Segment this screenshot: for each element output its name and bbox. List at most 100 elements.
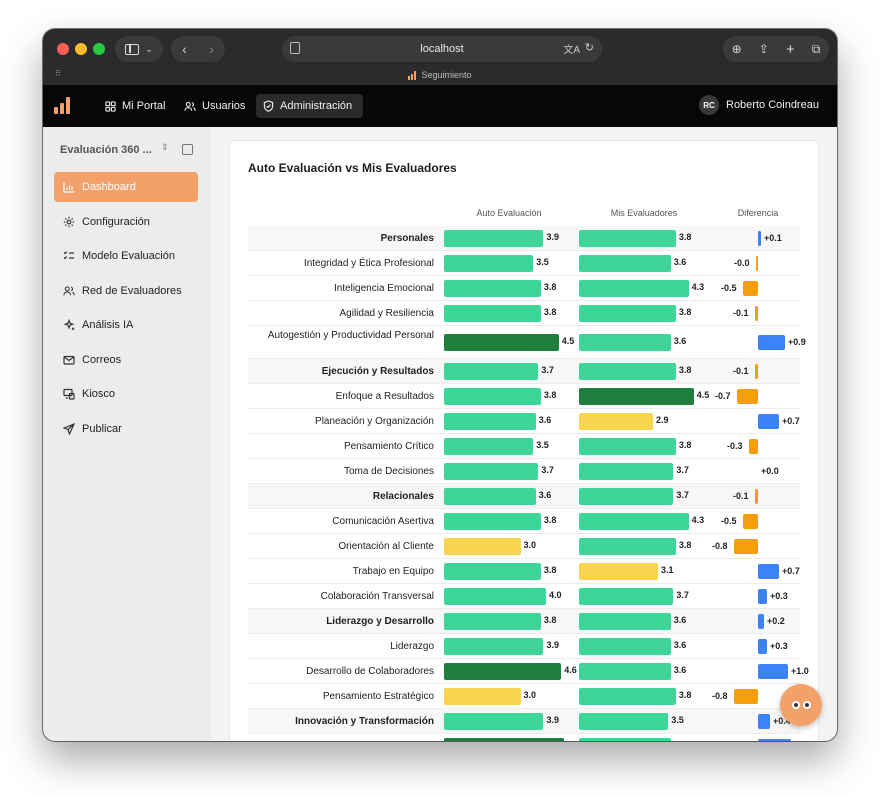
row-label: Colaboración Transversal [320, 591, 434, 602]
mail-icon [63, 355, 75, 365]
close-window-button[interactable] [57, 43, 69, 55]
evaluators-score-bar [579, 513, 689, 530]
self-score-value: 4.7 [567, 740, 580, 741]
self-score-bar [444, 388, 541, 405]
sidebar-item-dashboard[interactable]: Dashboard [54, 172, 198, 202]
chevron-down-icon: ⌄ [145, 43, 153, 54]
table-row: Colaboración Transversal 4.0 3.7 +0.3 [248, 584, 800, 609]
row-label: Comunicación Asertiva [332, 516, 434, 527]
app-logo[interactable] [54, 97, 70, 114]
difference-bar [758, 714, 770, 729]
nav-administracion[interactable]: Administración [256, 94, 363, 118]
difference-value: -0.7 [715, 391, 731, 401]
zoom-window-button[interactable] [93, 43, 105, 55]
evaluators-score-bar [579, 255, 671, 272]
sidebar-item-modelo-evaluacion[interactable]: Modelo Evaluación [54, 241, 198, 271]
nav-administracion-label: Administración [280, 100, 353, 112]
evaluators-score-value: 3.8 [678, 440, 692, 450]
row-label: Orientación al Cliente [338, 541, 434, 552]
collapse-sidebar-icon[interactable] [182, 144, 193, 155]
new-tab-icon[interactable]: + [785, 40, 795, 58]
difference-value: +0.2 [767, 616, 785, 626]
self-score-bar [444, 588, 546, 605]
self-score-value: 3.8 [543, 515, 557, 525]
checklist-icon [63, 251, 74, 260]
tab-grid-icon[interactable]: ⠿ [55, 69, 61, 78]
difference-bar [758, 614, 764, 629]
self-score-value: 3.5 [536, 257, 549, 267]
avatar: RC [699, 95, 719, 115]
translate-icon[interactable]: 文A [563, 45, 580, 56]
row-label: Autogestión y Productividad Personal [267, 330, 434, 341]
difference-bar [758, 664, 788, 679]
chat-assistant-button[interactable] [780, 684, 822, 726]
difference-value: -0.5 [721, 283, 737, 293]
sidebar-toggle-button[interactable]: ⌄ [115, 36, 163, 62]
browser-window: ⌄ ‹ › localhost 文A ↻ ⊕ ⇪ + ⧉ ⠿ Seguimien… [43, 29, 837, 741]
address-bar[interactable]: localhost 文A ↻ [282, 36, 602, 62]
evaluators-score-bar [579, 638, 671, 655]
back-icon[interactable]: ‹ [182, 41, 187, 57]
nav-mi-portal[interactable]: Mi Portal [98, 94, 172, 118]
page-menu-icon[interactable] [290, 42, 300, 54]
sidebar-item-red-de-evaluadores[interactable]: Red de Evaluadores [54, 276, 198, 306]
minimize-window-button[interactable] [75, 43, 87, 55]
evaluators-score-bar [579, 280, 689, 297]
forward-icon[interactable]: › [209, 41, 214, 57]
send-icon [63, 423, 75, 435]
self-score-bar [444, 230, 544, 247]
sidebar-item-label: Kiosco [82, 388, 116, 400]
self-score-value: 3.0 [523, 540, 537, 550]
sidebar-item-configuracion[interactable]: Configuración [54, 207, 198, 237]
tab-title[interactable]: Seguimiento [421, 70, 472, 80]
evaluators-score-value: 3.7 [676, 490, 689, 500]
sidebar-item-kiosco[interactable]: Kiosco [54, 379, 198, 409]
row-label: Ejecución y Resultados [321, 366, 434, 377]
kiosk-icon [63, 388, 75, 400]
self-score-value: 3.9 [546, 232, 559, 242]
download-icon[interactable]: ⊕ [731, 42, 742, 56]
sidebar-item-label: Publicar [82, 423, 122, 435]
sidebar-item-label: Red de Evaluadores [82, 285, 182, 297]
toolbar-right-group: ⊕ ⇪ + ⧉ [723, 36, 829, 62]
sidebar-item-analisis-ia[interactable]: Análisis IA [54, 310, 198, 340]
nav-usuarios-label: Usuarios [202, 100, 246, 112]
table-row: Creatividad4.73.6+1.1 [248, 734, 800, 741]
self-score-bar [444, 463, 539, 480]
difference-value: +0.1 [764, 233, 782, 243]
evaluation-select[interactable]: Evaluación 360 ... ⇕ [60, 141, 198, 159]
self-score-value: 3.8 [543, 615, 557, 625]
tab-favicon [408, 70, 417, 80]
nav-usuarios[interactable]: Usuarios [177, 94, 252, 118]
evaluators-score-value: 2.9 [655, 415, 669, 425]
difference-bar [758, 564, 779, 579]
evaluators-score-value: 3.6 [674, 740, 687, 741]
evaluators-score-value: 3.6 [673, 257, 687, 267]
bot-icon [791, 701, 811, 709]
evaluators-score-value: 3.6 [673, 615, 687, 625]
app-navbar: Mi Portal Usuarios Administración RC Rob… [43, 85, 837, 127]
user-menu[interactable]: RC Roberto Coindreau [699, 95, 819, 115]
difference-value: -0.0 [734, 258, 750, 268]
self-score-value: 3.6 [538, 415, 552, 425]
sidebar-item-label: Configuración [82, 216, 150, 228]
row-label: Pensamiento Estratégico [322, 691, 434, 702]
table-row: Enfoque a Resultados 3.8 4.5 -0.7 [248, 384, 800, 409]
self-score-bar [444, 305, 541, 322]
sidebar-item-publicar[interactable]: Publicar [54, 414, 198, 444]
difference-bar [758, 739, 791, 741]
reload-icon[interactable]: ↻ [584, 42, 594, 54]
difference-bar [734, 539, 758, 554]
difference-bar [755, 489, 758, 504]
chevron-up-down-icon: ⇕ [161, 142, 169, 152]
sidebar-item-label: Análisis IA [82, 319, 134, 331]
comparison-card: Auto Evaluación vs Mis Evaluadores Auto … [229, 140, 819, 741]
difference-value: +1.0 [791, 666, 809, 676]
tab-overview-icon[interactable]: ⧉ [811, 41, 821, 56]
user-name: Roberto Coindreau [726, 99, 819, 111]
evaluators-score-bar [579, 588, 674, 605]
sidebar-item-correos[interactable]: Correos [54, 345, 198, 375]
evaluators-score-value: 3.7 [676, 590, 689, 600]
share-icon[interactable]: ⇪ [758, 42, 769, 56]
difference-value: +0.7 [782, 566, 800, 576]
